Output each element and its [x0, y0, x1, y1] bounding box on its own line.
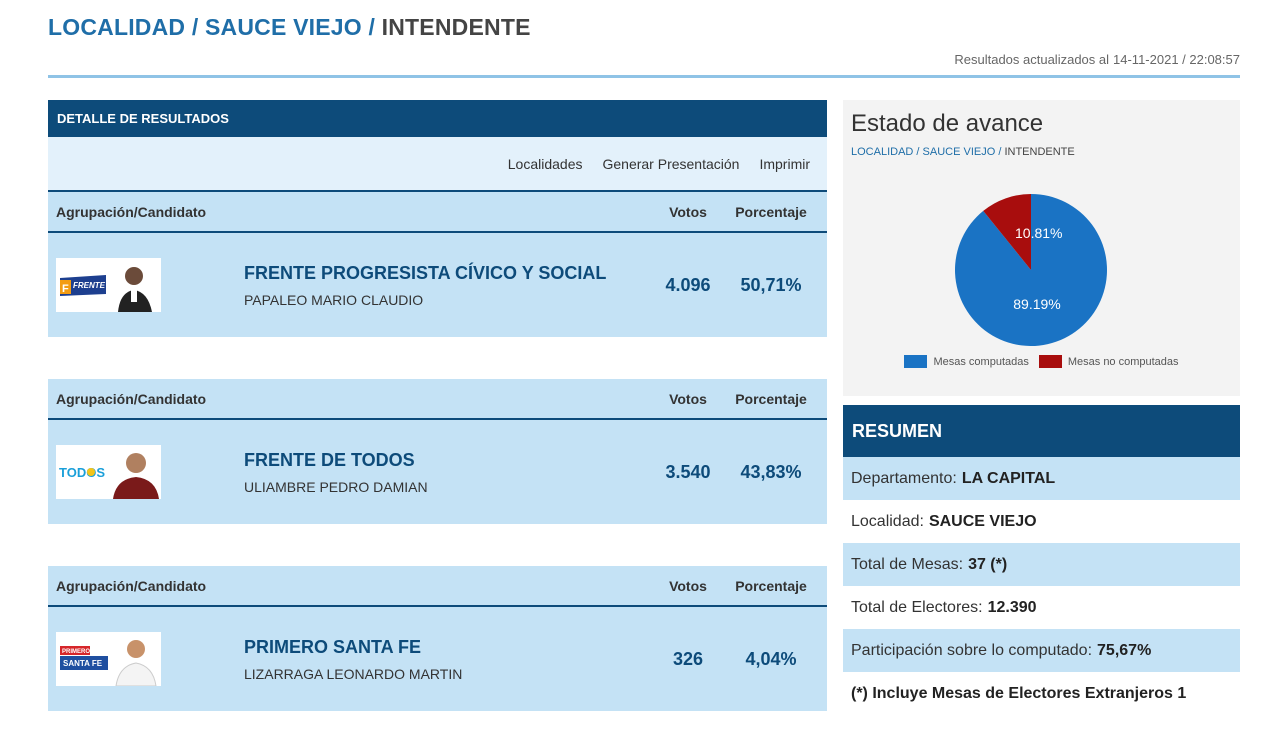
fdt-logo-text: TODOS	[59, 465, 105, 480]
row-gap	[48, 524, 827, 566]
sidebar: Estado de avance LOCALIDAD / SAUCE VIEJO…	[843, 100, 1240, 715]
legend-item-computadas[interactable]: Mesas computadas	[904, 355, 1029, 368]
summary-mesas: Total de Mesas: 37 (*)	[843, 543, 1240, 586]
header-divider	[48, 75, 1240, 78]
last-updated: Resultados actualizados al 14-11-2021 / 2…	[950, 52, 1240, 67]
result-row: F FRENTE FRENTE PROGRESISTA CÍVICO Y SOC…	[48, 233, 827, 337]
percent-value: 43,83%	[740, 461, 802, 482]
party-name: FRENTE DE TODOS	[244, 449, 415, 470]
breadcrumb-sauce-viejo-link[interactable]: SAUCE VIEJO	[205, 14, 362, 40]
candidate-name: ULIAMBRE PEDRO DAMIAN	[244, 478, 428, 495]
results-column-header: Agrupación/Candidato Votos Porcentaje	[48, 566, 827, 607]
page-breadcrumb: LOCALIDAD / SAUCE VIEJO / INTENDENTE	[48, 14, 531, 41]
summary-electores-label: Total de Electores:	[851, 598, 983, 616]
party-logo-fpcys: F FRENTE	[56, 258, 161, 312]
pie-svg: 10.81% 89.19%	[955, 194, 1107, 346]
col-porcentaje: Porcentaje	[735, 203, 807, 220]
candidate-name: LIZARRAGA LEONARDO MARTIN	[244, 665, 463, 682]
results-panel: DETALLE DE RESULTADOS Localidades Genera…	[48, 100, 827, 711]
summary-mesas-label: Total de Mesas:	[851, 555, 964, 573]
votes-value: 326	[672, 648, 704, 669]
col-agrupacion: Agrupación/Candidato	[56, 577, 207, 594]
breadcrumb-separator: /	[191, 14, 206, 40]
summary-departamento-label: Departamento:	[851, 469, 957, 487]
party-logo-psf: PRIMERO SANTA FE	[56, 632, 161, 686]
col-votos: Votos	[669, 390, 707, 407]
votes-value: 3.540	[665, 461, 711, 482]
summary-mesas-value: 37 (*)	[968, 555, 1008, 573]
pie-label-computadas: 89.19%	[1013, 296, 1060, 312]
status-crumb-sauce-viejo[interactable]: SAUCE VIEJO	[922, 146, 996, 158]
party-info: PRIMERO SANTA FE LIZARRAGA LEONARDO MART…	[244, 637, 649, 682]
summary-panel: RESUMEN Departamento: LA CAPITAL Localida…	[843, 405, 1240, 715]
fpcys-logo-letter: F	[62, 283, 69, 295]
status-crumb-current: INTENDENTE	[1004, 146, 1075, 158]
last-updated-label: Resultados actualizados al	[954, 52, 1110, 67]
votes-value: 4.096	[665, 274, 711, 295]
legend-swatch-no-computadas	[1038, 355, 1062, 368]
summary-electores: Total de Electores: 12.390	[843, 586, 1240, 629]
legend-label-computadas: Mesas computadas	[933, 355, 1029, 368]
summary-departamento-value: LA CAPITAL	[961, 469, 1056, 487]
col-agrupacion: Agrupación/Candidato	[56, 203, 207, 220]
localidades-link[interactable]: Localidades	[507, 155, 583, 172]
summary-participacion-label: Participación sobre lo computado:	[851, 641, 1093, 659]
row-gap	[48, 337, 827, 379]
breadcrumb-current: INTENDENTE	[381, 14, 531, 40]
summary-header: RESUMEN	[843, 405, 1240, 457]
fpcys-logo-text: FRENTE	[73, 281, 106, 290]
results-column-header: Agrupación/Candidato Votos Porcentaje	[48, 379, 827, 420]
summary-localidad-value: SAUCE VIEJO	[928, 512, 1037, 530]
psf-logo-text-1: PRIMERO	[62, 649, 90, 655]
summary-participacion-value: 75,67%	[1097, 641, 1152, 659]
status-crumb-localidad[interactable]: LOCALIDAD	[851, 146, 914, 158]
summary-localidad-label: Localidad:	[851, 512, 924, 530]
pie-slice-no-computadas	[983, 194, 1031, 270]
result-row: PRIMERO SANTA FE PRIMERO SANTA FE LIZARR…	[48, 607, 827, 711]
summary-electores-value: 12.390	[987, 598, 1037, 616]
results-toolbar: Localidades Generar Presentación Imprimi…	[48, 137, 827, 192]
legend-item-no-computadas[interactable]: Mesas no computadas	[1038, 355, 1179, 368]
imprimir-link[interactable]: Imprimir	[759, 155, 810, 172]
results-column-header: Agrupación/Candidato Votos Porcentaje	[48, 192, 827, 233]
pie-label-no-computadas: 10.81%	[1015, 225, 1062, 241]
summary-localidad: Localidad: SAUCE VIEJO	[843, 500, 1240, 543]
psf-logo-text-2: SANTA FE	[63, 659, 103, 668]
result-row: TODOS FRENTE DE TODOS ULIAMBRE PEDRO DAM…	[48, 420, 827, 524]
progress-pie-chart: 10.81% 89.19%	[953, 192, 1109, 348]
party-name: PRIMERO SANTA FE	[244, 636, 422, 657]
candidate-name: PAPALEO MARIO CLAUDIO	[244, 291, 424, 308]
breadcrumb-localidad-link[interactable]: LOCALIDAD	[48, 14, 186, 40]
col-porcentaje: Porcentaje	[735, 390, 807, 407]
generar-presentacion-link[interactable]: Generar Presentación	[602, 155, 740, 172]
results-header: DETALLE DE RESULTADOS	[48, 100, 827, 137]
status-title: Estado de avance	[851, 110, 1044, 137]
party-info: FRENTE PROGRESISTA CÍVICO Y SOCIAL PAPAL…	[244, 263, 649, 308]
status-breadcrumb: LOCALIDAD / SAUCE VIEJO / INTENDENTE	[851, 146, 1075, 158]
summary-participacion: Participación sobre lo computado: 75,67%	[843, 629, 1240, 672]
party-logo-fdt: TODOS	[56, 445, 161, 499]
party-info: FRENTE DE TODOS ULIAMBRE PEDRO DAMIAN	[244, 450, 649, 495]
breadcrumb-separator: /	[368, 14, 382, 40]
status-panel: Estado de avance LOCALIDAD / SAUCE VIEJO…	[843, 100, 1240, 396]
pie-legend: Mesas computadas Mesas no computadas	[843, 355, 1240, 368]
percent-value: 50,71%	[740, 274, 802, 295]
summary-departamento: Departamento: LA CAPITAL	[843, 457, 1240, 500]
col-agrupacion: Agrupación/Candidato	[56, 390, 207, 407]
col-votos: Votos	[669, 203, 707, 220]
legend-swatch-computadas	[904, 355, 928, 368]
col-porcentaje: Porcentaje	[735, 577, 807, 594]
col-votos: Votos	[669, 577, 707, 594]
last-updated-datetime: 14-11-2021 / 22:08:57	[1113, 52, 1240, 67]
summary-footnote: (*) Incluye Mesas de Electores Extranjer…	[851, 684, 1187, 702]
percent-value: 4,04%	[745, 648, 797, 669]
party-name: FRENTE PROGRESISTA CÍVICO Y SOCIAL	[244, 262, 607, 283]
legend-label-no-computadas: Mesas no computadas	[1067, 355, 1179, 368]
